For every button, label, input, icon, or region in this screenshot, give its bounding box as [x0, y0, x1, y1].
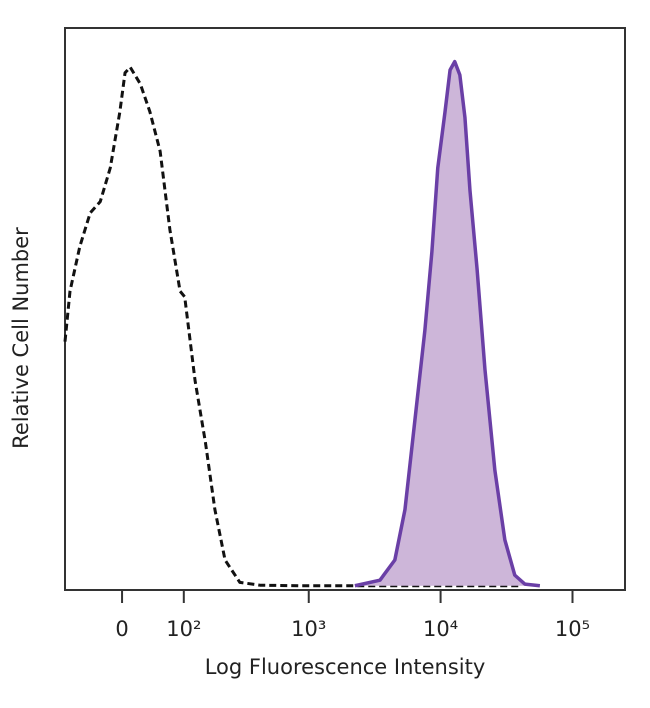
x-tick-label: 10⁴ — [423, 617, 458, 641]
x-tick-label: 0 — [115, 617, 128, 641]
x-tick-label: 10³ — [291, 617, 326, 641]
x-tick-label: 10⁵ — [555, 617, 590, 641]
x-axis-label: Log Fluorescence Intensity — [205, 655, 486, 679]
x-tick-label: 10² — [166, 617, 201, 641]
histogram-area — [354, 61, 540, 586]
y-axis-label: Relative Cell Number — [9, 227, 33, 449]
plot-frame — [64, 27, 626, 591]
histogram-line — [354, 59, 541, 588]
histogram-line — [63, 65, 520, 588]
